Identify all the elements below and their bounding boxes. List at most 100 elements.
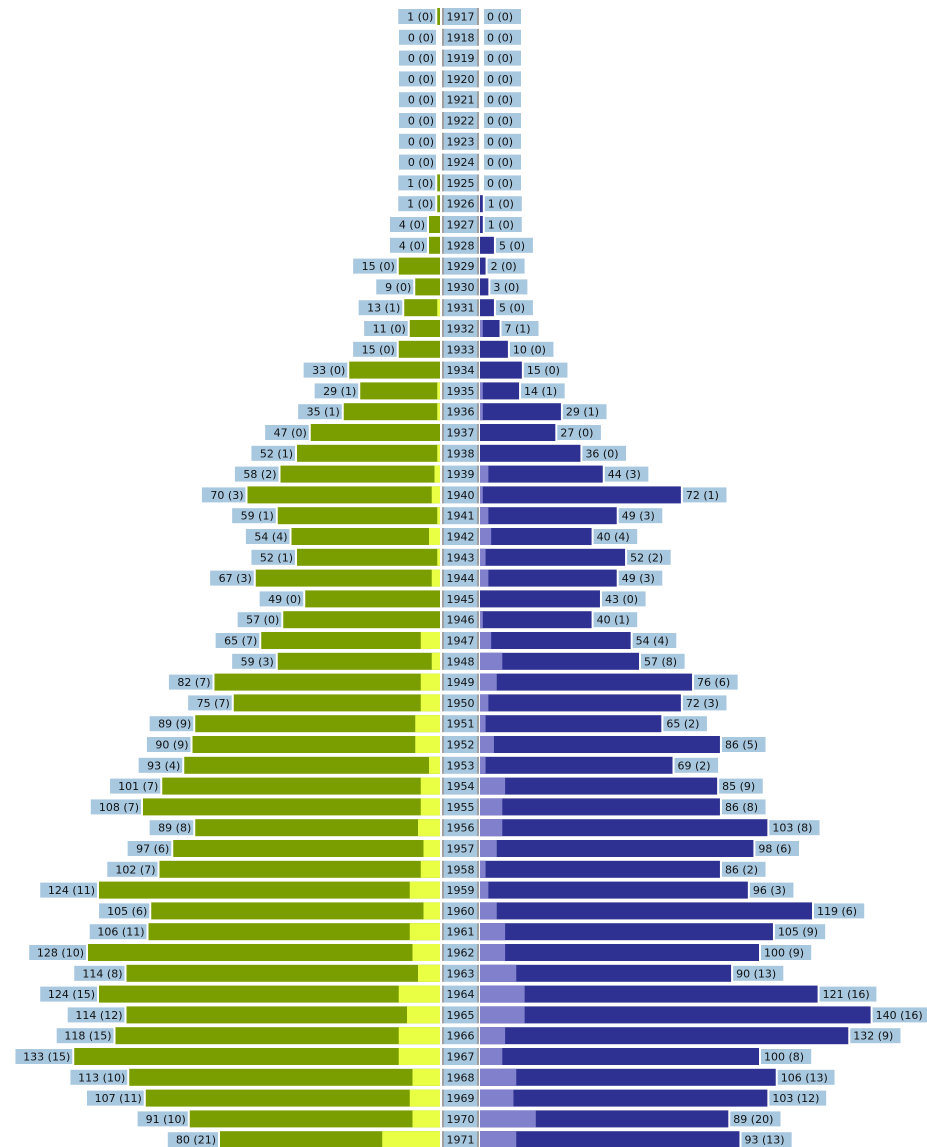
year-tick-right xyxy=(477,611,479,629)
year-label: 1922 xyxy=(447,115,475,128)
year-tick-right xyxy=(477,112,479,129)
right-value-label-bg xyxy=(774,924,826,940)
year-label-bg xyxy=(444,881,477,899)
year-tick-right xyxy=(477,1131,479,1147)
year-label: 1953 xyxy=(447,759,475,772)
year-label-bg xyxy=(444,715,477,733)
year-label: 1968 xyxy=(447,1071,475,1084)
right-value-label-bg xyxy=(501,321,539,336)
right-bar xyxy=(480,923,773,941)
right-sub-bar xyxy=(480,1048,503,1065)
year-tick-right xyxy=(477,1027,479,1045)
right-value-label: 40 (1) xyxy=(597,614,630,627)
right-bar xyxy=(480,548,626,566)
left-value-label: 15 (0) xyxy=(362,260,395,273)
year-label: 1952 xyxy=(447,739,475,752)
year-tick-right xyxy=(477,507,479,525)
right-bar xyxy=(480,382,520,400)
left-value-label-bg xyxy=(56,1028,114,1044)
right-bar xyxy=(480,756,673,774)
year-tick-left xyxy=(442,840,444,857)
right-value-label-bg xyxy=(663,716,707,732)
year-tick-right xyxy=(477,632,479,649)
right-value-label-bg xyxy=(719,778,763,794)
right-bar xyxy=(480,881,748,899)
left-bar xyxy=(297,548,440,566)
year-tick-right xyxy=(477,132,479,150)
right-value-label-bg xyxy=(741,1132,792,1147)
year-label-bg xyxy=(444,8,477,25)
right-value-label: 57 (8) xyxy=(644,655,677,668)
year-tick-right xyxy=(477,382,479,400)
year-label: 1959 xyxy=(447,884,475,897)
right-value-label-bg xyxy=(777,1069,835,1085)
year-tick-left xyxy=(442,507,444,525)
left-value-label: 108 (7) xyxy=(99,801,139,814)
left-value-label-bg xyxy=(298,404,342,420)
year-tick-left xyxy=(442,860,444,878)
year-tick-right xyxy=(477,28,479,46)
year-tick-right xyxy=(477,216,479,233)
left-sub-bar xyxy=(420,798,440,816)
left-value-label: 0 (0) xyxy=(408,31,434,44)
year-label: 1971 xyxy=(447,1134,475,1147)
left-value-label-bg xyxy=(99,903,150,919)
left-value-label-bg xyxy=(40,986,97,1002)
left-value-label-bg xyxy=(399,29,436,45)
year-label: 1924 xyxy=(447,156,475,169)
year-tick-right xyxy=(477,652,479,670)
left-bar xyxy=(310,424,440,441)
year-tick-right xyxy=(477,548,479,566)
year-label: 1967 xyxy=(447,1051,475,1064)
right-value-label: 0 (0) xyxy=(487,115,513,128)
left-value-label-bg xyxy=(399,113,436,128)
left-value-label-bg xyxy=(399,92,436,108)
left-value-label: 59 (1) xyxy=(241,510,274,523)
left-bar xyxy=(343,403,440,421)
right-value-label-bg xyxy=(484,29,521,45)
right-value-label-bg xyxy=(618,570,663,586)
left-value-label-bg xyxy=(390,237,427,253)
year-label-bg xyxy=(444,257,477,275)
right-value-label-bg xyxy=(694,674,738,690)
year-tick-left xyxy=(442,944,444,961)
year-label-bg xyxy=(444,528,477,545)
left-value-label: 35 (1) xyxy=(307,406,340,419)
year-tick-left xyxy=(442,923,444,941)
left-value-label-bg xyxy=(251,549,295,565)
year-tick-right xyxy=(477,278,479,296)
left-value-label: 114 (12) xyxy=(75,1009,122,1022)
year-tick-left xyxy=(442,673,444,691)
year-tick-right xyxy=(477,736,479,753)
left-bar xyxy=(173,840,440,857)
left-value-label: 97 (6) xyxy=(136,843,169,856)
year-tick-right xyxy=(477,923,479,941)
right-sub-bar xyxy=(480,507,489,525)
left-bar xyxy=(437,195,440,213)
year-tick-right xyxy=(477,798,479,816)
right-value-label: 1 (0) xyxy=(488,219,514,232)
right-value-label-bg xyxy=(769,820,820,836)
year-label-bg xyxy=(444,756,477,774)
right-value-label-bg xyxy=(521,383,565,399)
right-value-label: 72 (3) xyxy=(686,697,719,710)
right-bar xyxy=(480,1110,729,1128)
right-bar xyxy=(480,1068,776,1086)
left-sub-bar xyxy=(398,1048,440,1065)
left-value-label-bg xyxy=(146,737,191,752)
left-bar xyxy=(398,340,440,358)
left-value-label-bg xyxy=(90,799,141,815)
left-bar xyxy=(305,590,440,608)
left-bar xyxy=(398,257,440,275)
left-bar xyxy=(184,756,440,774)
year-tick-left xyxy=(442,340,444,358)
left-value-label-bg xyxy=(232,653,276,669)
left-sub-bar xyxy=(437,382,440,400)
year-label: 1962 xyxy=(447,947,475,960)
year-tick-left xyxy=(442,1110,444,1128)
left-sub-bar xyxy=(398,985,440,1003)
year-tick-right xyxy=(477,1006,479,1024)
year-label-bg xyxy=(444,486,477,504)
right-sub-bar xyxy=(480,964,517,982)
year-tick-left xyxy=(442,195,444,213)
